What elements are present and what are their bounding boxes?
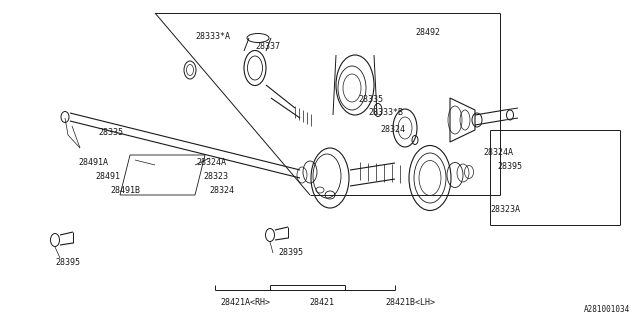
Text: 28395: 28395 [497,162,522,171]
Text: 28324A: 28324A [483,148,513,157]
Text: 28324: 28324 [380,125,405,134]
Text: 28323A: 28323A [490,205,520,214]
Text: 28324A: 28324A [196,158,226,167]
Text: 28395: 28395 [278,248,303,257]
Text: 28491A: 28491A [78,158,108,167]
Text: 28333*A: 28333*A [195,32,230,41]
Text: 28491B: 28491B [110,186,140,195]
Text: 28323: 28323 [203,172,228,181]
Text: 28333*B: 28333*B [368,108,403,117]
Text: 28421: 28421 [309,298,334,307]
Text: 28335: 28335 [98,128,123,137]
Text: A281001034: A281001034 [584,305,630,314]
Text: 28335: 28335 [358,95,383,104]
Text: 28324: 28324 [209,186,234,195]
Text: 28492: 28492 [415,28,440,37]
Text: 28421B<LH>: 28421B<LH> [385,298,435,307]
Text: 28337: 28337 [255,42,280,51]
Text: 28491: 28491 [95,172,120,181]
Text: 28395: 28395 [55,258,80,267]
Text: 28421A<RH>: 28421A<RH> [220,298,270,307]
